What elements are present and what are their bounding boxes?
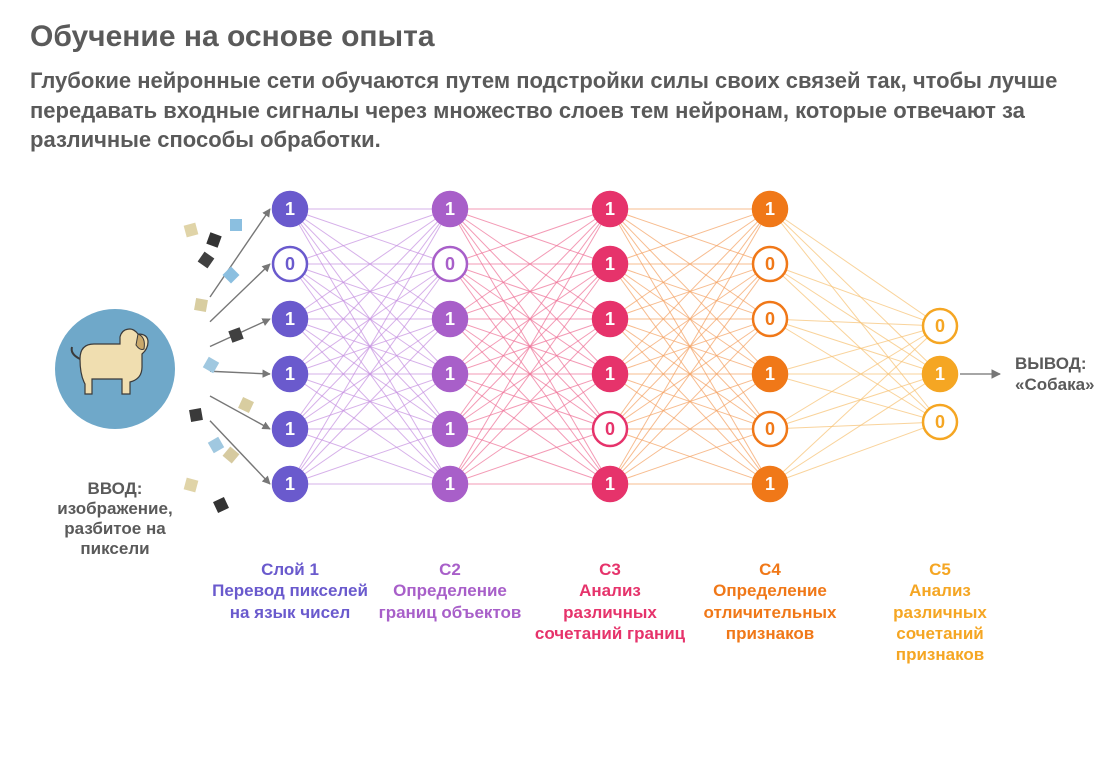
layer-caption: Слой 1Перевод пикселей на язык чисел	[210, 559, 370, 623]
page-title: Обучение на основе опыта	[30, 20, 1090, 54]
output-caption-body: «Собака»	[1015, 375, 1095, 394]
svg-text:0: 0	[445, 254, 455, 274]
svg-text:0: 0	[765, 419, 775, 439]
layer-caption-title: С4	[690, 559, 850, 580]
page-subtitle: Глубокие нейронные сети обучаются путем …	[30, 66, 1070, 155]
svg-text:1: 1	[445, 199, 455, 219]
svg-text:1: 1	[285, 474, 295, 494]
svg-text:1: 1	[605, 199, 615, 219]
svg-text:1: 1	[765, 199, 775, 219]
svg-text:1: 1	[445, 474, 455, 494]
layer-caption-body: Перевод пикселей на язык чисел	[210, 580, 370, 623]
layer-caption-title: С3	[530, 559, 690, 580]
layer-caption-title: Слой 1	[210, 559, 370, 580]
svg-text:1: 1	[445, 364, 455, 384]
layer-caption: С3Анализ различных сочетаний границ	[530, 559, 690, 644]
layer-caption-title: С5	[860, 559, 1020, 580]
svg-text:1: 1	[445, 309, 455, 329]
svg-text:0: 0	[765, 254, 775, 274]
layer-caption-body: Определение границ объектов	[370, 580, 530, 623]
layer-caption: С2Определение границ объектов	[370, 559, 530, 623]
network-diagram: 1 0 1 1 1 1 1 0 1 1 1 1 1 1 1 1 0 1 1 0 0 1 0 1 0 1 0 ВВОД: изобра…	[30, 179, 1090, 699]
input-caption-title: ВВОД:	[88, 479, 143, 498]
svg-text:1: 1	[285, 364, 295, 384]
svg-text:1: 1	[445, 419, 455, 439]
layer-caption-title: С2	[370, 559, 530, 580]
output-caption-title: ВЫВОД:	[1015, 354, 1087, 373]
input-caption-body: изображение, разбитое на пиксели	[57, 499, 172, 558]
svg-text:1: 1	[765, 364, 775, 384]
svg-text:1: 1	[765, 474, 775, 494]
svg-text:0: 0	[765, 309, 775, 329]
svg-text:1: 1	[935, 364, 945, 384]
svg-text:0: 0	[285, 254, 295, 274]
svg-text:0: 0	[935, 412, 945, 432]
svg-text:0: 0	[935, 316, 945, 336]
layer-caption-body: Анализ различных сочетаний признаков	[860, 580, 1020, 665]
svg-text:1: 1	[285, 309, 295, 329]
svg-text:1: 1	[285, 419, 295, 439]
layer-caption: С4Определение отличительных признаков	[690, 559, 850, 644]
output-caption: ВЫВОД: «Собака»	[1015, 353, 1115, 396]
svg-text:1: 1	[605, 364, 615, 384]
svg-text:1: 1	[285, 199, 295, 219]
svg-text:1: 1	[605, 309, 615, 329]
svg-text:0: 0	[605, 419, 615, 439]
layer-caption: С5Анализ различных сочетаний признаков	[860, 559, 1020, 665]
layer-caption-body: Анализ различных сочетаний границ	[530, 580, 690, 644]
input-caption: ВВОД: изображение, разбитое на пиксели	[30, 479, 200, 559]
svg-text:1: 1	[605, 474, 615, 494]
layer-caption-body: Определение отличительных признаков	[690, 580, 850, 644]
svg-text:1: 1	[605, 254, 615, 274]
